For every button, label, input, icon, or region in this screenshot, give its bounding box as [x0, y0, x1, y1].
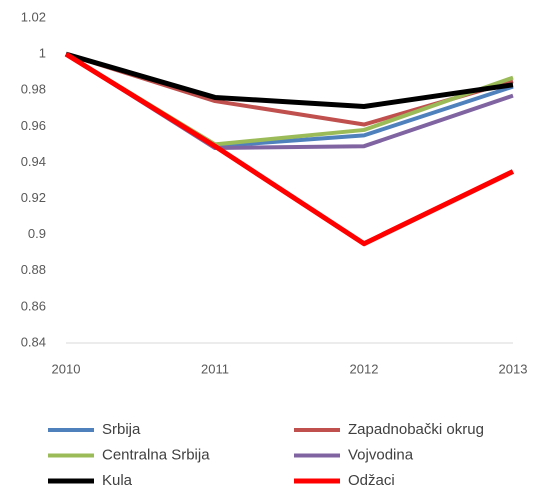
legend-label: Srbija [102, 421, 141, 438]
series-line [64, 51, 515, 247]
y-tick-label: 1 [39, 46, 46, 61]
y-tick-label: 0.88 [21, 262, 46, 277]
legend-label: Centralna Srbija [102, 446, 210, 463]
x-tick-label: 2010 [52, 361, 81, 376]
legend-label: Kula [102, 472, 133, 489]
y-tick-label: 0.86 [21, 298, 46, 313]
series-line [65, 51, 514, 109]
x-tick-label: 2013 [499, 361, 528, 376]
legend-label: Odžaci [348, 472, 395, 489]
legend-label: Zapadnobački okrug [348, 421, 484, 438]
y-tick-label: 0.94 [21, 154, 46, 169]
y-tick-label: 0.9 [28, 226, 46, 241]
x-tick-label: 2012 [350, 361, 379, 376]
series-line [65, 52, 514, 127]
x-tick-label: 2011 [201, 361, 229, 376]
legend-label: Vojvodina [348, 446, 414, 463]
y-tick-label: 0.96 [21, 118, 46, 133]
y-tick-label: 0.98 [21, 82, 46, 97]
series-line [64, 52, 514, 147]
y-tick-label: 0.84 [21, 334, 46, 349]
y-tick-label: 0.92 [21, 190, 46, 205]
y-tick-label: 1.02 [21, 9, 46, 24]
